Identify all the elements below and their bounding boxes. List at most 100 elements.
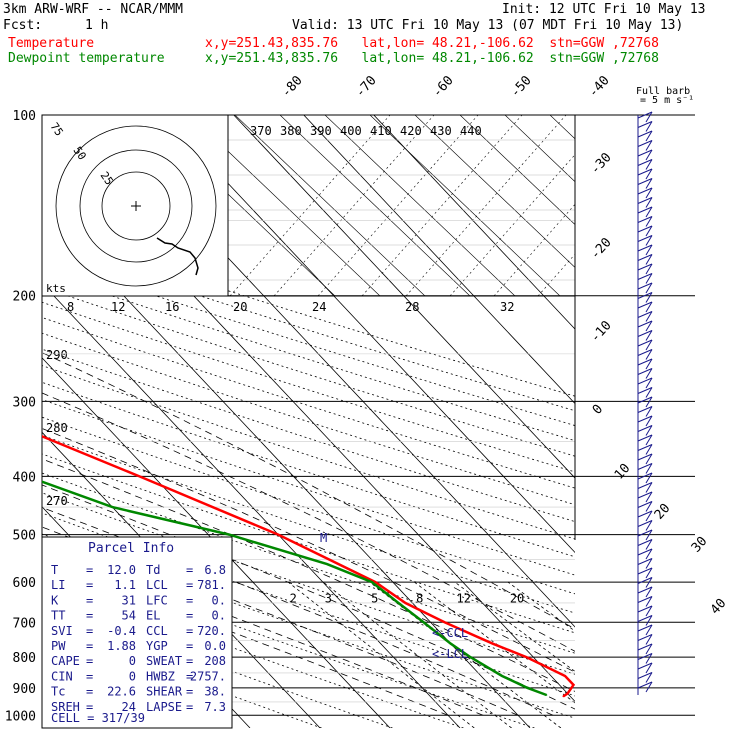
inset-isotherm-line: [685, 115, 740, 296]
parcel-label: LI: [51, 578, 65, 592]
dry-adiabat-line: [42, 577, 464, 728]
wind-barb: [637, 206, 653, 214]
mixing-ratio-label: 20: [510, 591, 524, 605]
parcel-value: 1.1: [114, 578, 136, 592]
mixing-ratio-line: [287, 581, 475, 728]
wind-barb-flag: [645, 406, 653, 417]
wind-barb: [637, 472, 653, 480]
wind-barb-flag: [645, 282, 653, 294]
wind-barb-flag: [645, 187, 653, 199]
wind-barb: [637, 396, 653, 404]
wind-barb-flag: [645, 615, 653, 626]
temperature-axis-label: 20: [652, 501, 674, 523]
temperature-axis-label: -60: [430, 73, 457, 100]
parcel-value: -0.4: [107, 624, 136, 638]
dry-adiabat-line: [42, 272, 575, 442]
temperature-axis-label: -30: [588, 150, 615, 177]
inset-axis-label: 20: [233, 300, 247, 314]
inset-axis-label: 8: [67, 300, 74, 314]
parcel-value: 54: [122, 609, 136, 623]
mixing-ratio-line: [369, 581, 562, 728]
wind-barb-flag: [645, 387, 653, 398]
inset-grid: [228, 115, 740, 296]
inset-isotherm-line: [228, 150, 381, 296]
inset-theta-label: 420: [400, 124, 422, 138]
wind-barb-flag: [645, 320, 653, 332]
parcel-label: CCL: [146, 624, 168, 638]
wind-barb: [637, 615, 653, 622]
wind-barb-flag: [645, 491, 653, 503]
temperature-point: [374, 581, 377, 583]
parcel-label: HWBZ: [146, 669, 175, 683]
dewpoint-point: [228, 533, 230, 536]
inset-isotherm-line: [414, 115, 575, 268]
pressure-label: 600: [13, 576, 36, 591]
inset-isotherm-line: [730, 115, 740, 296]
valid-time: Valid: 13 UTC Fri 10 May 13 (07 MDT Fri …: [292, 18, 684, 33]
wind-barb: [637, 482, 653, 489]
parcel-eq: =: [86, 624, 93, 638]
fcst-value: 1 h: [85, 18, 109, 33]
inset-theta-line: [405, 115, 567, 296]
wind-barb: [637, 168, 653, 176]
inset-theta-label: 370: [250, 124, 272, 138]
inset-isotherm-line: [459, 115, 575, 225]
temperature-axis-label: -40: [586, 73, 613, 100]
wind-barb-flag: [645, 653, 653, 664]
inset-theta-side-label: 280: [46, 421, 68, 435]
inset-theta-line: [449, 154, 575, 296]
parcel-label: Td: [146, 563, 160, 577]
wind-barb-flag: [645, 263, 653, 275]
temperature-axis-label: 10: [612, 461, 634, 483]
parcel-eq: =: [186, 685, 193, 699]
wind-barb: [637, 491, 653, 499]
wind-barb: [637, 368, 653, 375]
pressure-label: 100: [13, 109, 36, 124]
wind-barb: [637, 330, 653, 337]
wind-barb: [637, 662, 653, 670]
parcel-value: 0: [129, 654, 136, 668]
parcel-cell: CELL = 317/39: [51, 711, 145, 725]
pressure-label: 800: [13, 651, 36, 666]
wind-barb: [637, 358, 653, 366]
inset-axis-label: 28: [405, 300, 419, 314]
inset-theta-label: 430: [430, 124, 452, 138]
dewpoint-point: [326, 563, 328, 565]
inset-theta-line: [493, 203, 575, 296]
wind-barb: [637, 434, 653, 442]
inset-isotherm-line: [324, 115, 516, 296]
wind-barb-flag: [645, 168, 653, 180]
legend-temperature-info: x,y=251.43,835.76 lat,lon= 48.21,-106.62…: [205, 36, 659, 51]
lcl-marker: <-LCL: [432, 647, 468, 661]
isotherm-line: [373, 115, 575, 330]
wind-barb-flag: [645, 415, 653, 427]
wind-barb-flag: [645, 624, 653, 636]
wind-barb: [637, 425, 653, 432]
wind-barb-flag: [645, 121, 653, 132]
wind-barb: [637, 605, 653, 613]
parcel-label: T: [51, 563, 58, 577]
inset-isotherm-line: [279, 115, 471, 296]
parcel-value: 2757.: [190, 669, 226, 683]
isotherm-line: [303, 115, 575, 405]
parcel-value: 0.0: [204, 639, 226, 653]
inset-theta-line: [317, 115, 479, 296]
wind-barb-flag: [645, 444, 653, 455]
wind-barb: [637, 187, 653, 195]
wind-barb-flag: [645, 178, 653, 189]
legend-temperature: Temperature: [8, 36, 95, 51]
mixing-ratio-line: [414, 581, 575, 704]
mixing-ratio-label: 3: [325, 591, 332, 605]
wind-barb-flag: [645, 273, 653, 284]
wind-barb-flag: [645, 130, 653, 142]
parcel-eq: =: [86, 639, 93, 653]
ccl-marker: <-CCL: [432, 626, 468, 640]
parcel-value: 24: [122, 700, 136, 714]
pressure-label: 900: [13, 682, 36, 697]
pressure-label: 300: [13, 395, 36, 410]
parcel-value: 0: [129, 669, 136, 683]
inset-theta-line: [273, 115, 435, 296]
parcel-eq: =: [186, 593, 193, 607]
parcel-eq: =: [86, 578, 93, 592]
wind-barb: [637, 263, 653, 271]
